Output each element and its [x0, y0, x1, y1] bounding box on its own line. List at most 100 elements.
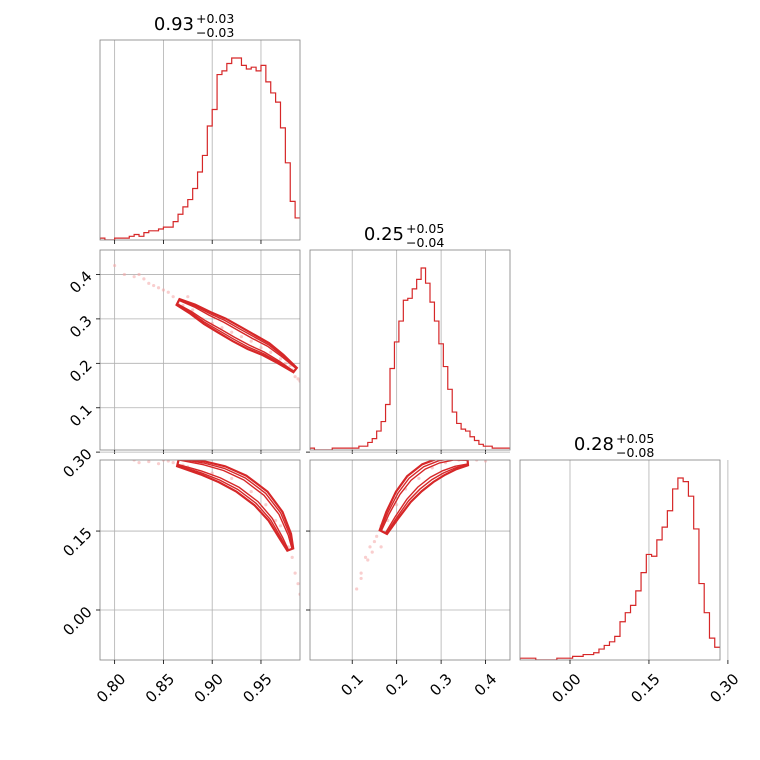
sample-point	[417, 476, 421, 481]
title-plus: +0.03	[196, 11, 234, 26]
sample-point	[290, 555, 294, 559]
histogram-step	[310, 267, 510, 450]
sample-point	[488, 455, 491, 458]
sample-point	[466, 456, 469, 459]
plot-area	[132, 456, 300, 596]
panel-r0-c0	[99, 39, 301, 244]
sample-point	[370, 550, 374, 554]
plot-area	[310, 267, 510, 450]
tick-label-x: 0.85	[142, 670, 178, 706]
title-minus: −0.08	[616, 445, 654, 460]
sample-point	[191, 308, 195, 312]
sample-point	[161, 288, 166, 292]
title-plus: +0.05	[616, 431, 654, 446]
sample-point	[171, 461, 175, 465]
sample-point	[142, 277, 146, 281]
sample-point	[153, 460, 154, 461]
sample-point	[471, 460, 473, 461]
histogram-step	[100, 57, 300, 240]
sample-point	[372, 539, 377, 544]
panel-frame	[519, 459, 721, 661]
sample-point	[220, 326, 224, 330]
param-title-0: 0.93 +0.03−0.03	[154, 11, 234, 40]
tick-label-y: 0.3	[66, 312, 96, 342]
sample-point	[230, 476, 234, 481]
sample-point	[296, 582, 300, 586]
tick-label-y: 0.1	[66, 401, 96, 431]
panel-r2-c0: 0.80 0.85 0.90 0.95 0.00 0.15 0.30	[59, 445, 301, 706]
sample-point	[375, 534, 379, 538]
panel-r1-c1	[309, 249, 511, 454]
title-plus: +0.05	[406, 221, 444, 236]
contour-level-0	[175, 460, 295, 552]
sample-point	[122, 272, 126, 277]
contour-level-2	[176, 299, 298, 373]
sample-point	[355, 587, 359, 591]
sample-point	[269, 350, 273, 354]
sample-point	[497, 453, 500, 456]
tick-label-y: 0.15	[59, 524, 95, 560]
sample-point	[113, 263, 117, 268]
sample-point	[171, 295, 175, 299]
sample-point	[166, 460, 170, 463]
sample-point	[264, 503, 268, 507]
param-title-1: 0.25 +0.05−0.04	[364, 221, 444, 250]
title-median: 0.93	[154, 14, 194, 35]
sample-point	[359, 571, 363, 575]
tick-label-y: 0.30	[59, 445, 95, 481]
title-median: 0.25	[364, 224, 404, 245]
panel-frame	[99, 39, 301, 241]
sample-point	[142, 456, 145, 459]
sample-point	[249, 489, 253, 494]
sample-point	[239, 335, 244, 339]
contour-level-1	[379, 460, 469, 535]
tick-label-x: 0.3	[426, 670, 456, 700]
tick-label-x: 0.95	[239, 670, 275, 706]
sample-point	[296, 377, 300, 381]
sample-point	[293, 571, 297, 575]
sample-point	[259, 346, 263, 350]
panel-r2-c2: 0.00 0.15 0.30	[519, 459, 743, 706]
sample-point	[249, 339, 253, 343]
contour-level-2	[176, 460, 293, 551]
plot-area	[520, 477, 720, 660]
tick-label-y: 0.00	[59, 603, 95, 639]
sample-point	[156, 462, 161, 466]
sample-point	[480, 456, 483, 459]
sample-point	[278, 357, 283, 361]
sample-point	[186, 295, 190, 299]
panel-frame	[309, 459, 511, 661]
tick-label-x: 0.1	[337, 670, 367, 700]
panel-r1-c0: 0.1 0.2 0.3 0.4	[66, 249, 301, 454]
sample-point	[137, 461, 141, 465]
panel-frame	[99, 459, 301, 661]
sample-point	[230, 330, 234, 334]
sample-point	[368, 545, 372, 549]
param-title-2: 0.28 +0.05−0.08	[574, 431, 654, 460]
title-minus: −0.04	[406, 235, 444, 250]
tick-label-x: 0.00	[548, 670, 584, 706]
sample-point	[152, 283, 156, 288]
sample-point	[483, 460, 488, 463]
tick-label-x: 0.4	[471, 670, 501, 700]
title-median: 0.28	[574, 434, 614, 455]
tick-label-y: 0.2	[66, 356, 96, 386]
sample-point	[166, 290, 170, 294]
tick-label-y: 0.4	[66, 267, 96, 297]
sample-point	[494, 460, 495, 461]
plot-area	[355, 453, 500, 591]
sample-point	[293, 375, 297, 379]
plot-area	[113, 263, 300, 383]
panel-frame	[99, 249, 301, 451]
histogram-step	[520, 477, 720, 660]
sample-point	[156, 286, 161, 290]
tick-label-x: 0.80	[93, 670, 129, 706]
sample-point	[379, 545, 383, 549]
sample-point	[147, 460, 151, 464]
title-minus: −0.03	[196, 25, 234, 40]
tick-label-x: 0.30	[706, 670, 742, 706]
sample-point	[395, 503, 399, 507]
sample-point	[137, 272, 141, 277]
tick-label-x: 0.15	[627, 670, 663, 706]
sample-point	[359, 576, 363, 581]
